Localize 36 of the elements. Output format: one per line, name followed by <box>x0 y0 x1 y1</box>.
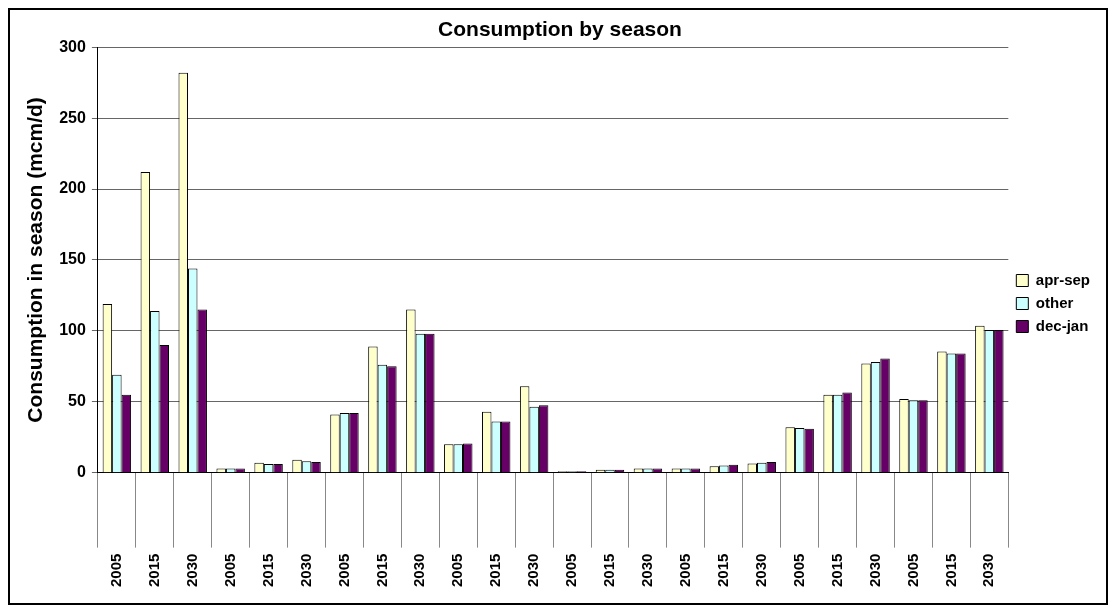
legend-label: other <box>1035 293 1074 311</box>
x-tick-label: 2005 <box>562 553 580 588</box>
x-tick-label: 2030 <box>979 553 997 588</box>
x-tick-label: 2005 <box>676 553 694 588</box>
x-tick-label: 2030 <box>865 553 883 588</box>
x-tick-label: 2005 <box>789 553 807 588</box>
y-tick-label: 300 <box>59 37 86 55</box>
y-tick-label: 250 <box>59 108 86 126</box>
y-tick-label: 50 <box>68 392 86 410</box>
chart-title: Consumption by season <box>438 17 682 41</box>
x-tick-label: 2030 <box>410 553 428 588</box>
x-tick-label: 2030 <box>524 553 542 588</box>
x-tick-label: 2005 <box>448 553 466 588</box>
y-tick-label: 100 <box>59 321 86 339</box>
legend-label: apr-sep <box>1035 270 1090 288</box>
x-tick-label: 2015 <box>258 553 276 588</box>
x-tick-label: 2015 <box>486 553 504 588</box>
x-tick-label: 2030 <box>296 553 314 588</box>
x-tick-label: 2015 <box>372 553 390 588</box>
x-tick-label: 2015 <box>827 553 845 588</box>
x-tick-label: 2005 <box>334 553 352 588</box>
x-tick-label: 2005 <box>107 553 124 588</box>
x-tick-label: 2030 <box>638 553 656 588</box>
x-tick-label: 2005 <box>903 553 921 588</box>
y-tick-label: 0 <box>76 463 86 481</box>
x-tick-label: 2030 <box>182 553 200 588</box>
y-axis-title: Consumption in season (mcm/d) <box>23 97 47 423</box>
x-tick-label: 2015 <box>713 553 731 588</box>
x-tick-label: 2015 <box>600 553 618 588</box>
x-tick-label: 2005 <box>220 553 238 588</box>
x-tick-label: 2030 <box>751 553 769 588</box>
x-tick-label: 2015 <box>941 553 959 588</box>
y-tick-label: 200 <box>59 179 86 197</box>
y-tick-label: 150 <box>59 250 86 268</box>
x-tick-label: 2015 <box>144 553 162 588</box>
legend-label: dec-jan <box>1035 316 1089 334</box>
